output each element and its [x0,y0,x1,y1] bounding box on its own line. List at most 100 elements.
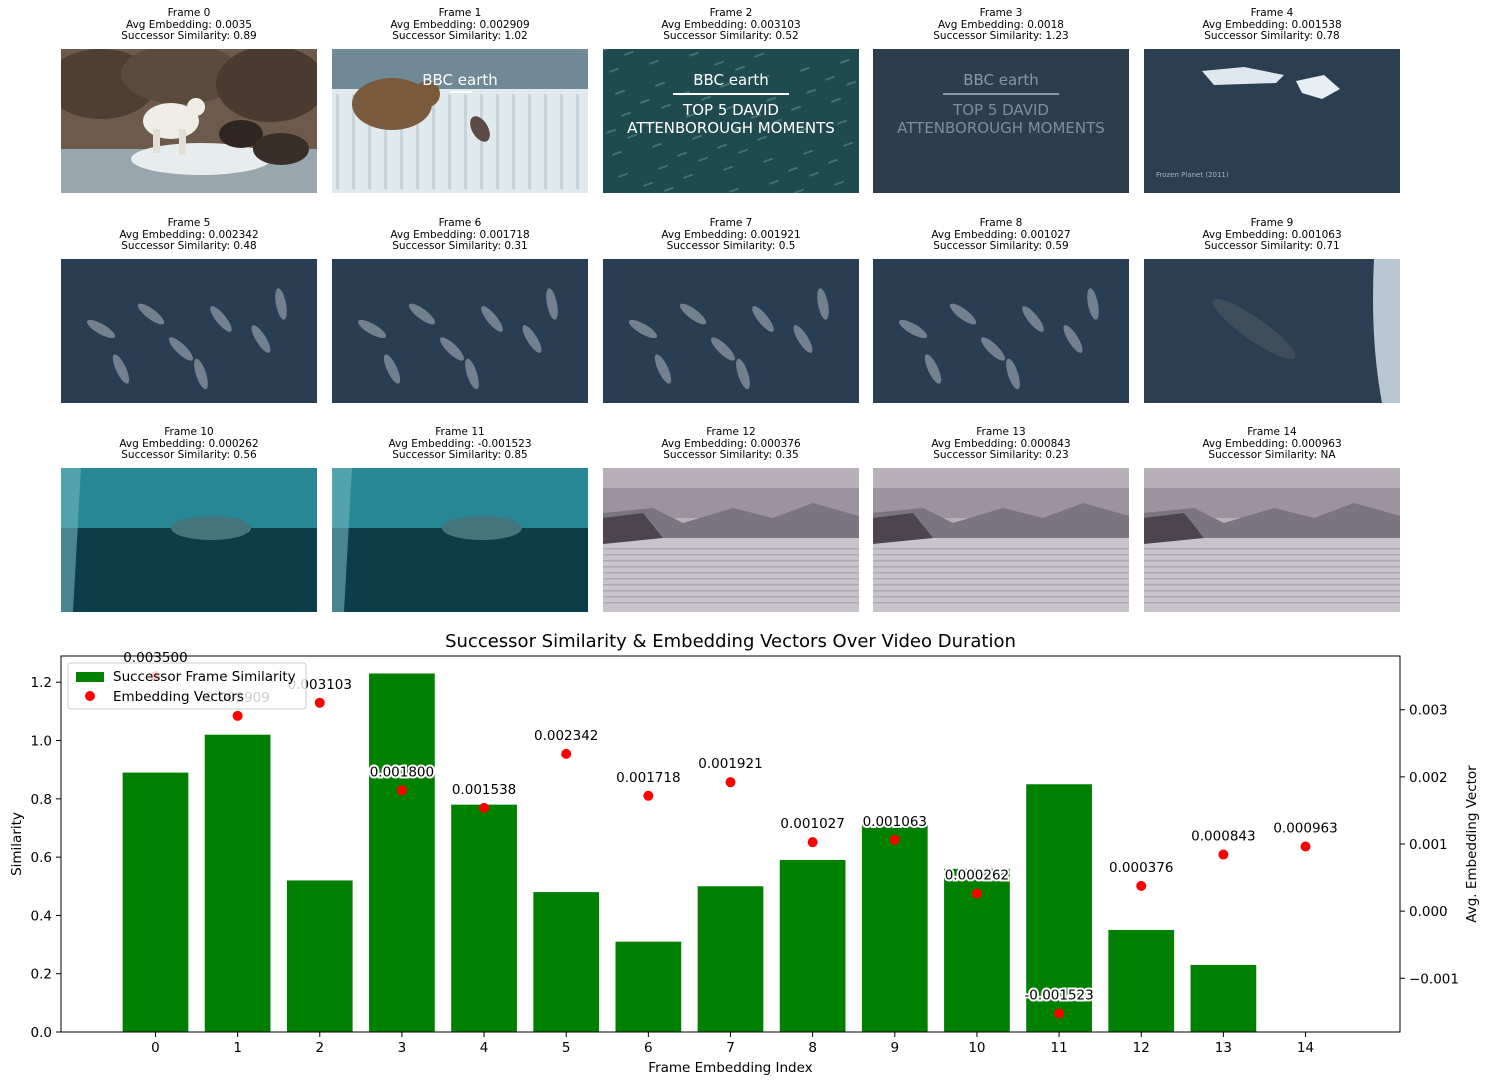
frame-title: Frame 1 [438,7,482,19]
similarity-bar [615,941,682,1032]
frame-thumbnail-image [603,468,859,612]
embedding-point [643,790,654,801]
similarity-bar [533,892,600,1032]
frame-caption: Frame 0 Avg Embedding: 0.0035 Successor Si… [61,7,317,43]
x-tick-label: 12 [1133,1040,1150,1056]
frame-thumbnail-image [603,259,859,403]
svg-text:BBC earth: BBC earth [422,71,498,89]
frame-sim: Successor Similarity: 0.35 [663,449,799,461]
similarity-bar [779,860,846,1032]
y-axis-label: Similarity [9,812,25,876]
frame-caption: Frame 13 Avg Embedding: 0.000843 Successor… [873,426,1129,462]
frame-sim: Successor Similarity: 0.78 [1204,30,1340,42]
frame-caption: Frame 8 Avg Embedding: 0.001027 Successor … [873,217,1129,253]
legend-box [67,662,307,710]
frame-avg: Avg Embedding: 0.0035 [126,18,252,31]
x-tick-label: 14 [1297,1040,1314,1056]
embedding-value-label: 0.000376 [1109,860,1173,876]
frame-sim: Successor Similarity: 0.31 [392,240,528,252]
frame-sim: Successor Similarity: 0.23 [933,449,1069,461]
frame-title: Frame 9 [1250,217,1294,229]
frame-caption: Frame 10 Avg Embedding: 0.000262 Successor… [61,426,317,462]
embedding-value-label: 0.001538 [452,782,516,798]
frame-cell-1: Frame 1 Avg Embedding: 0.002909 Successor … [332,7,588,193]
frame-sim: Successor Similarity: 0.56 [121,449,257,461]
svg-text:Frozen Planet (2011): Frozen Planet (2011) [1156,171,1229,179]
frame-thumbnail-image [873,259,1129,403]
y-tick-label: 0.8 [31,792,52,808]
x-tick-label: 10 [968,1040,985,1056]
frame-thumbnail-image: BBC earth TOP 5 DAVID ATTENBOROUGH MOMENTS [603,49,859,193]
frame-avg: Avg Embedding: 0.0018 [938,18,1064,31]
x-axis-label: Frame Embedding Index [648,1060,812,1076]
embedding-point [971,888,982,899]
frame-caption: Frame 7 Avg Embedding: 0.001921 Successor … [603,217,859,253]
frame-thumbnail-image [1144,468,1400,612]
frame-thumbnail-image [1144,259,1400,403]
frame-sim: Successor Similarity: 0.59 [933,240,1069,252]
embedding-point [1136,880,1147,891]
svg-text:TOP 5 DAVID: TOP 5 DAVID [682,101,779,119]
frame-thumbnail-image [873,468,1129,612]
frame-cell-8: Frame 8 Avg Embedding: 0.001027 Successor … [873,217,1129,403]
embedding-point [232,710,243,721]
y-tick-label: 0.0 [31,1025,52,1041]
embedding-value-label: 0.000963 [1273,820,1337,836]
embedding-point [1054,1008,1065,1019]
frame-thumbnail-image [61,468,317,612]
frame-thumbnail-image [332,259,588,403]
frame-sim: Successor Similarity: 0.5 [666,240,796,252]
frame-cell-7: Frame 7 Avg Embedding: 0.001921 Successor … [603,217,859,403]
y2-tick-label: 0.000 [1409,904,1448,920]
frame-thumbnail-image [332,468,588,612]
embedding-value-label: 0.001800 [370,764,434,780]
frame-sim: Successor Similarity: 0.48 [121,240,257,252]
embedding-value-label: 0.000262 [945,868,1009,884]
y-tick-label: 0.4 [31,908,52,924]
embedding-point [807,837,818,848]
frame-cell-9: Frame 9 Avg Embedding: 0.001063 Successor … [1144,217,1400,403]
frame-title: Frame 13 [976,426,1026,438]
x-tick-label: 1 [233,1040,242,1056]
similarity-bar [861,825,928,1032]
similarity-bar [204,734,271,1032]
frame-cell-6: Frame 6 Avg Embedding: 0.001718 Successor … [332,217,588,403]
similarity-bar [697,886,764,1032]
x-tick-label: 4 [480,1040,489,1056]
frame-caption: Frame 12 Avg Embedding: 0.000376 Successor… [603,426,859,462]
frame-caption: Frame 9 Avg Embedding: 0.001063 Successor … [1144,217,1400,253]
frame-title: Frame 7 [709,217,753,229]
frame-thumbnail-image [61,259,317,403]
frame-cell-5: Frame 5 Avg Embedding: 0.002342 Successor … [61,217,317,403]
embedding-point [396,785,407,796]
frame-cell-11: Frame 11 Avg Embedding: -0.001523 Successo… [332,426,588,612]
frame-title: Frame 6 [438,217,482,229]
x-tick-label: 2 [315,1040,324,1056]
frame-title: Frame 12 [706,426,756,438]
svg-text:ATTENBOROUGH MOMENTS: ATTENBOROUGH MOMENTS [627,119,835,137]
frame-avg: Avg Embedding: 0.000963 [1202,437,1342,450]
frame-title: Frame 10 [164,426,214,438]
similarity-bar [451,804,517,1032]
frame-avg: Avg Embedding: 0.001538 [1202,18,1342,31]
embedding-value-label: 0.001027 [780,816,844,832]
frame-avg: Avg Embedding: 0.002342 [119,228,259,241]
x-tick-label: 9 [890,1040,899,1056]
embedding-point [889,834,900,845]
embedding-point [314,697,325,708]
frame-cell-14: Frame 14 Avg Embedding: 0.000963 Successor… [1144,426,1400,612]
svg-text:BBC earth: BBC earth [963,71,1039,89]
x-tick-label: 0 [151,1040,160,1056]
frame-avg: Avg Embedding: 0.000376 [661,437,801,450]
svg-text:BBC earth: BBC earth [693,71,769,89]
frame-title: Frame 3 [979,7,1023,19]
frame-thumbnail-image: BBC earth TOP 5 DAVID ATTENBOROUGH MOMENTS [873,49,1129,193]
legend-point-swatch [85,691,95,701]
x-tick-label: 6 [644,1040,653,1056]
embedding-value-label: 0.001718 [616,770,680,786]
frame-title: Frame 5 [167,217,211,229]
similarity-embedding-chart: Successor Similarity & Embedding Vectors… [9,631,1480,1076]
similarity-bar [286,880,353,1032]
frame-sim: Successor Similarity: NA [1208,449,1336,461]
frame-caption: Frame 3 Avg Embedding: 0.0018 Successor Si… [873,7,1129,43]
